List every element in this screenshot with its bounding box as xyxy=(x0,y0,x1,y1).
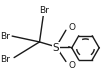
Text: Br: Br xyxy=(0,55,10,64)
Text: O: O xyxy=(68,61,75,70)
Text: Br: Br xyxy=(39,6,49,15)
Text: S: S xyxy=(53,43,59,53)
Text: Br: Br xyxy=(0,32,10,41)
Text: O: O xyxy=(68,23,75,32)
